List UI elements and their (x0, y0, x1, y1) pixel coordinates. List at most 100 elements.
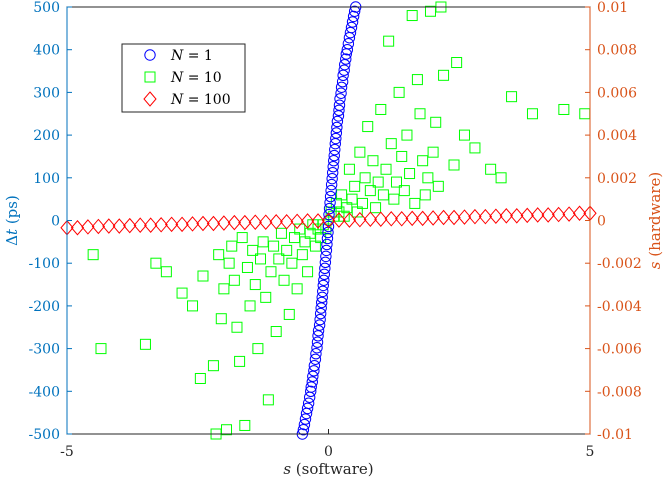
point-square (265, 266, 277, 278)
y-left-tick-label: 200 (33, 128, 60, 144)
point-diamond (332, 212, 346, 228)
point-circle (314, 307, 327, 320)
point-diamond (185, 216, 200, 232)
point-circle (308, 365, 320, 377)
point-circle (309, 353, 322, 365)
point-square (150, 257, 162, 269)
point-circle (348, 5, 361, 17)
y-left-axis-label: Δt (ps) (3, 195, 21, 246)
point-square (385, 138, 397, 150)
point-square (393, 86, 405, 98)
point-circle (344, 26, 357, 39)
point-square (197, 270, 209, 282)
point-square (213, 249, 225, 261)
point-diamond (551, 206, 566, 223)
y-left-tick-label: 100 (33, 171, 60, 187)
point-square (226, 240, 238, 252)
point-square (495, 172, 507, 184)
legend-entry-label: N = 100 (170, 92, 231, 108)
point-square (458, 129, 470, 141)
y-left-tick-label: 500 (33, 0, 60, 16)
point-diamond (206, 215, 221, 232)
point-square (260, 291, 272, 303)
point-square (362, 121, 374, 133)
point-square (364, 185, 376, 197)
point-square (356, 197, 368, 209)
x-axis-label: s (software) (283, 460, 373, 478)
y-left-tick-label: -200 (29, 299, 60, 315)
point-diamond (447, 209, 461, 226)
point-square (194, 372, 206, 384)
point-circle (331, 115, 344, 128)
point-square (419, 189, 431, 201)
point-square (427, 146, 439, 158)
point-circle (317, 285, 329, 298)
point-diamond (395, 211, 409, 227)
point-diamond (363, 211, 377, 227)
point-circle (324, 196, 336, 209)
point-square (414, 108, 426, 120)
point-square (398, 185, 410, 197)
point-diamond (405, 210, 419, 227)
point-circle (323, 208, 335, 221)
point-diamond (510, 208, 524, 224)
legend-box (121, 43, 246, 113)
point-circle (297, 424, 310, 436)
point-square (377, 189, 389, 201)
point-diamond (489, 208, 503, 224)
point-circle (325, 178, 338, 191)
point-circle (321, 238, 333, 251)
point-circle (313, 319, 326, 331)
point-square (372, 176, 384, 188)
point-square (579, 108, 591, 120)
x-tick-label: 0 (324, 444, 333, 460)
point-diamond (133, 217, 147, 233)
y-right-tick-label: 0.006 (597, 85, 637, 101)
point-diamond (154, 217, 168, 233)
point-circle (333, 104, 345, 117)
point-diamond (290, 213, 304, 230)
point-square (409, 197, 421, 209)
point-square (239, 419, 251, 431)
point-square (249, 279, 261, 291)
point-diamond (280, 214, 294, 230)
point-diamond (227, 214, 242, 231)
point-circle (334, 93, 346, 105)
point-square (380, 163, 392, 175)
point-diamond (499, 208, 513, 224)
point-diamond (102, 218, 116, 234)
y-left-tick-label: -300 (29, 342, 60, 358)
point-square (411, 74, 423, 86)
legend-entry-label: N = 1 (170, 48, 213, 64)
point-diamond (468, 208, 482, 225)
legend-marker-square (144, 71, 156, 83)
point-square (252, 343, 264, 355)
point-diamond (238, 214, 252, 231)
point-circle (329, 143, 341, 156)
point-diamond (164, 216, 179, 233)
point-square (375, 103, 387, 115)
legend-entry-label: N = 10 (170, 70, 222, 86)
point-circle (311, 342, 323, 354)
point-circle (340, 53, 352, 65)
point-diamond (342, 212, 357, 228)
point-square (270, 326, 282, 338)
point-circle (318, 274, 330, 286)
point-diamond (415, 210, 430, 227)
point-diamond (81, 219, 95, 235)
point-square (255, 253, 267, 265)
data-marks (60, 1, 597, 440)
x-tick-label: -5 (60, 444, 74, 460)
point-square (390, 176, 402, 188)
y-right-tick-label: -0.004 (597, 299, 642, 315)
point-circle (319, 256, 332, 269)
legend-marker-diamond (143, 91, 157, 107)
point-diamond (175, 216, 189, 233)
point-diamond (531, 207, 545, 223)
point-square (406, 10, 418, 22)
point-square (396, 150, 408, 162)
point-square (451, 57, 463, 69)
point-square (262, 394, 274, 406)
y-left-tick-label: 300 (33, 85, 60, 101)
